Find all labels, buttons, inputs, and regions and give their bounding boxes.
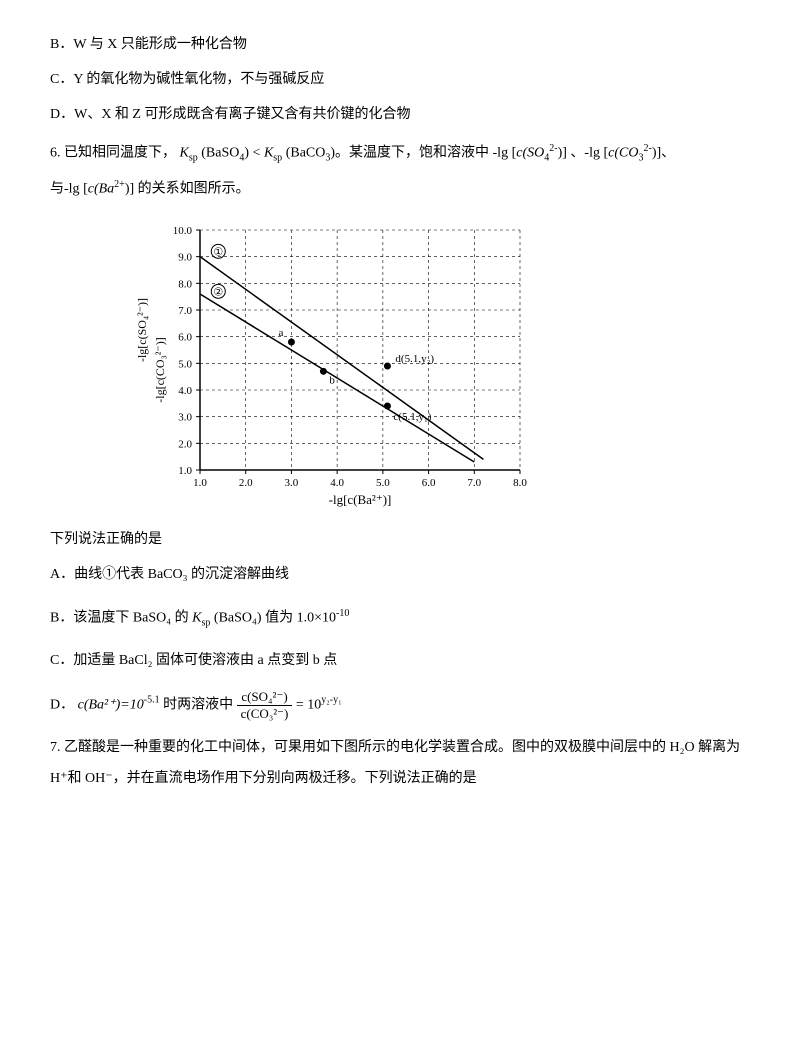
solubility-chart: 1.0 2.0 3.0 4.0 5.0 6.0 7.0 8.0 1.0 2.0 3.0 4.0 5.0 6… bbox=[130, 220, 540, 510]
b-sub: sp bbox=[202, 617, 211, 628]
b-exp: -10 bbox=[336, 608, 349, 619]
question-6-stem-line1: 6. 已知相同温度下， Ksp (BaSO 4 ) < Ksp (BaCO 3 )。某温… bbox=[50, 138, 744, 169]
svg-text:8.0: 8.0 bbox=[513, 477, 527, 489]
option-5d: D．W、X 和 Z 可形成既含有离子键又含有共价键的化合物 bbox=[50, 100, 744, 131]
line2-pre: 与-lg bbox=[50, 182, 80, 197]
svg-text:3.0: 3.0 bbox=[285, 477, 299, 489]
svg-text:1.0: 1.0 bbox=[193, 477, 207, 489]
line2-post: 的关系如图所示。 bbox=[138, 182, 250, 197]
d-exp: -5.1 bbox=[144, 695, 160, 706]
q6-prefix: 6. 已知相同温度下， bbox=[50, 146, 176, 161]
q6-stem2: 下列说法正确的是 bbox=[50, 525, 744, 556]
d-c-ba: c(Ba²⁺)=10 bbox=[78, 697, 144, 712]
ksp-k2: K bbox=[264, 146, 273, 161]
svg-text:-lg[c(Ba²⁺)]: -lg[c(Ba²⁺)] bbox=[329, 492, 392, 507]
chart-container: 1.0 2.0 3.0 4.0 5.0 6.0 7.0 8.0 1.0 2.0 3.0 4.0 5.0 6… bbox=[130, 220, 744, 510]
option-5c: C．Y 的氧化物为碱性氧化物，不与强碱反应 bbox=[50, 65, 744, 96]
b-k: K bbox=[192, 611, 201, 626]
sub4b: 4 bbox=[544, 153, 549, 164]
svg-text:2.0: 2.0 bbox=[178, 439, 192, 451]
c-co3: c(CO bbox=[608, 146, 638, 161]
mid2: )。某温度下，饱和溶液中 -lg bbox=[330, 146, 508, 161]
svg-text:①: ① bbox=[213, 247, 223, 259]
svg-text:b: b bbox=[329, 375, 335, 387]
ksp-sub: sp bbox=[189, 153, 198, 164]
svg-text:6.0: 6.0 bbox=[178, 332, 192, 344]
question-7-stem: 7. 乙醛酸是一种重要的化工中间体，可果用如下图所示的电化学装置合成。图中的双极… bbox=[50, 733, 744, 795]
q6-option-b: B．该温度下 BaSO₄ 的 Ksp (BaSO₄) 值为 1.0×10-10 bbox=[50, 603, 744, 634]
c-ba: c(Ba bbox=[88, 182, 114, 197]
svg-text:4.0: 4.0 bbox=[178, 385, 192, 397]
c-so4: c(SO bbox=[516, 146, 544, 161]
svg-text:5.0: 5.0 bbox=[178, 359, 192, 371]
baco3-open: (BaCO bbox=[286, 146, 326, 161]
sup-so4: 2- bbox=[549, 143, 557, 154]
svg-text:-lg[c(CO₃²⁻)]: -lg[c(CO₃²⁻)] bbox=[153, 338, 167, 403]
svg-text:6.0: 6.0 bbox=[422, 477, 436, 489]
svg-text:-lg[c(SO₄²⁻)]: -lg[c(SO₄²⁻)] bbox=[135, 298, 149, 362]
svg-text:5.0: 5.0 bbox=[376, 477, 390, 489]
d-pre: D． bbox=[50, 697, 74, 712]
question-6-stem-line2: 与-lg [c(Ba2+)] 的关系如图所示。 bbox=[50, 174, 744, 205]
svg-text:7.0: 7.0 bbox=[467, 477, 481, 489]
svg-text:8.0: 8.0 bbox=[178, 279, 192, 291]
d-den: c(CO₃²⁻) bbox=[237, 706, 293, 722]
mid1: ) < bbox=[244, 146, 264, 161]
svg-text:②: ② bbox=[213, 287, 223, 299]
svg-text:4.0: 4.0 bbox=[330, 477, 344, 489]
sup-ba: 2+ bbox=[114, 179, 125, 190]
sep1: 、-lg bbox=[570, 146, 600, 161]
d-num: c(SO₄²⁻) bbox=[237, 689, 293, 706]
d-exp2: y₂-y₁ bbox=[321, 695, 341, 706]
ksp-sub2: sp bbox=[273, 153, 282, 164]
svg-text:1.0: 1.0 bbox=[178, 465, 192, 477]
q6-option-a: A．曲线①代表 BaCO₃ 的沉淀溶解曲线 bbox=[50, 560, 744, 591]
svg-text:a: a bbox=[279, 327, 284, 339]
option-5b: B．W 与 X 只能形成一种化合物 bbox=[50, 30, 744, 61]
sub3b: 3 bbox=[638, 153, 643, 164]
q6-option-c: C．加适量 BaCl₂ 固体可使溶液由 a 点变到 b 点 bbox=[50, 646, 744, 677]
d-eq: = 10 bbox=[296, 697, 321, 712]
svg-text:3.0: 3.0 bbox=[178, 412, 192, 424]
svg-text:d(5.1,y₂): d(5.1,y₂) bbox=[395, 353, 434, 365]
d-fraction: c(SO₄²⁻) c(CO₃²⁻) bbox=[237, 689, 293, 721]
b-pre: B．该温度下 BaSO₄ 的 bbox=[50, 611, 192, 626]
b-rest: (BaSO₄) 值为 1.0×10 bbox=[214, 611, 336, 626]
baso4-open: (BaSO bbox=[201, 146, 239, 161]
q6-option-d: D． c(Ba²⁺)=10-5.1 时两溶液中 c(SO₄²⁻) c(CO₃²⁻… bbox=[50, 689, 744, 721]
svg-text:7.0: 7.0 bbox=[178, 305, 192, 317]
ksp-k: K bbox=[180, 146, 189, 161]
svg-text:10.0: 10.0 bbox=[173, 225, 193, 237]
svg-text:9.0: 9.0 bbox=[178, 252, 192, 264]
svg-text:2.0: 2.0 bbox=[239, 477, 253, 489]
d-mid: 时两溶液中 bbox=[163, 697, 237, 712]
sup-co3: 2- bbox=[643, 143, 651, 154]
svg-text:c(5.1,y₁): c(5.1,y₁) bbox=[393, 411, 431, 423]
